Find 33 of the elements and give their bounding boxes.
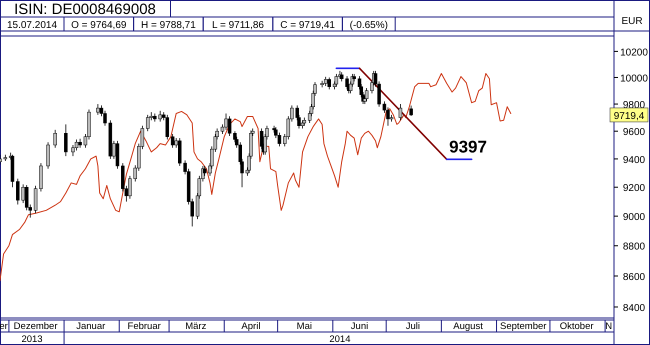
- x-tick-label: Dezember: [14, 321, 58, 332]
- x-tick-label: August: [453, 321, 484, 332]
- y-tick-label: 9400: [622, 154, 646, 166]
- x-tick-label: N: [605, 321, 612, 332]
- text: 15.07.2014: [6, 20, 58, 31]
- x-tick-label: September: [500, 321, 546, 332]
- y-tick-label: 8400: [622, 302, 646, 314]
- y-tick-label: 10200: [620, 47, 648, 58]
- text: H = 9788,71: [141, 20, 196, 31]
- annotation: 9719,4: [614, 110, 645, 122]
- text: C = 9719,41: [280, 20, 336, 31]
- x2-tick-label: 2014: [329, 334, 350, 345]
- y-tick-label: 9600: [622, 127, 646, 138]
- x-tick-label: Juni: [350, 321, 368, 332]
- x-tick-label: April: [241, 321, 260, 332]
- x-tick-label: März: [185, 321, 207, 332]
- y-tick-label: 10000: [620, 73, 648, 84]
- chart-title: ISIN: DE0008469008: [14, 1, 156, 18]
- x-tick-label: Februar: [128, 321, 161, 332]
- x2-tick-label: 2013: [21, 334, 43, 345]
- text: L = 9711,86: [212, 20, 264, 31]
- x-tick-label: Juli: [406, 321, 420, 332]
- y-tick-label: 9200: [622, 183, 646, 194]
- x-tick-label: Oktober: [560, 321, 594, 332]
- y-axis-title: EUR: [621, 16, 643, 27]
- x-tick-label: Januar: [76, 321, 106, 332]
- x-tick-label: Mai: [296, 321, 312, 332]
- y-tick-label: 9000: [622, 212, 646, 224]
- y-tick-label: 8800: [622, 242, 646, 253]
- annotation: 9397: [449, 137, 487, 156]
- text: O = 9764,69: [71, 20, 127, 31]
- text: (-0.65%): [350, 20, 388, 31]
- y-tick-label: 8600: [622, 272, 646, 284]
